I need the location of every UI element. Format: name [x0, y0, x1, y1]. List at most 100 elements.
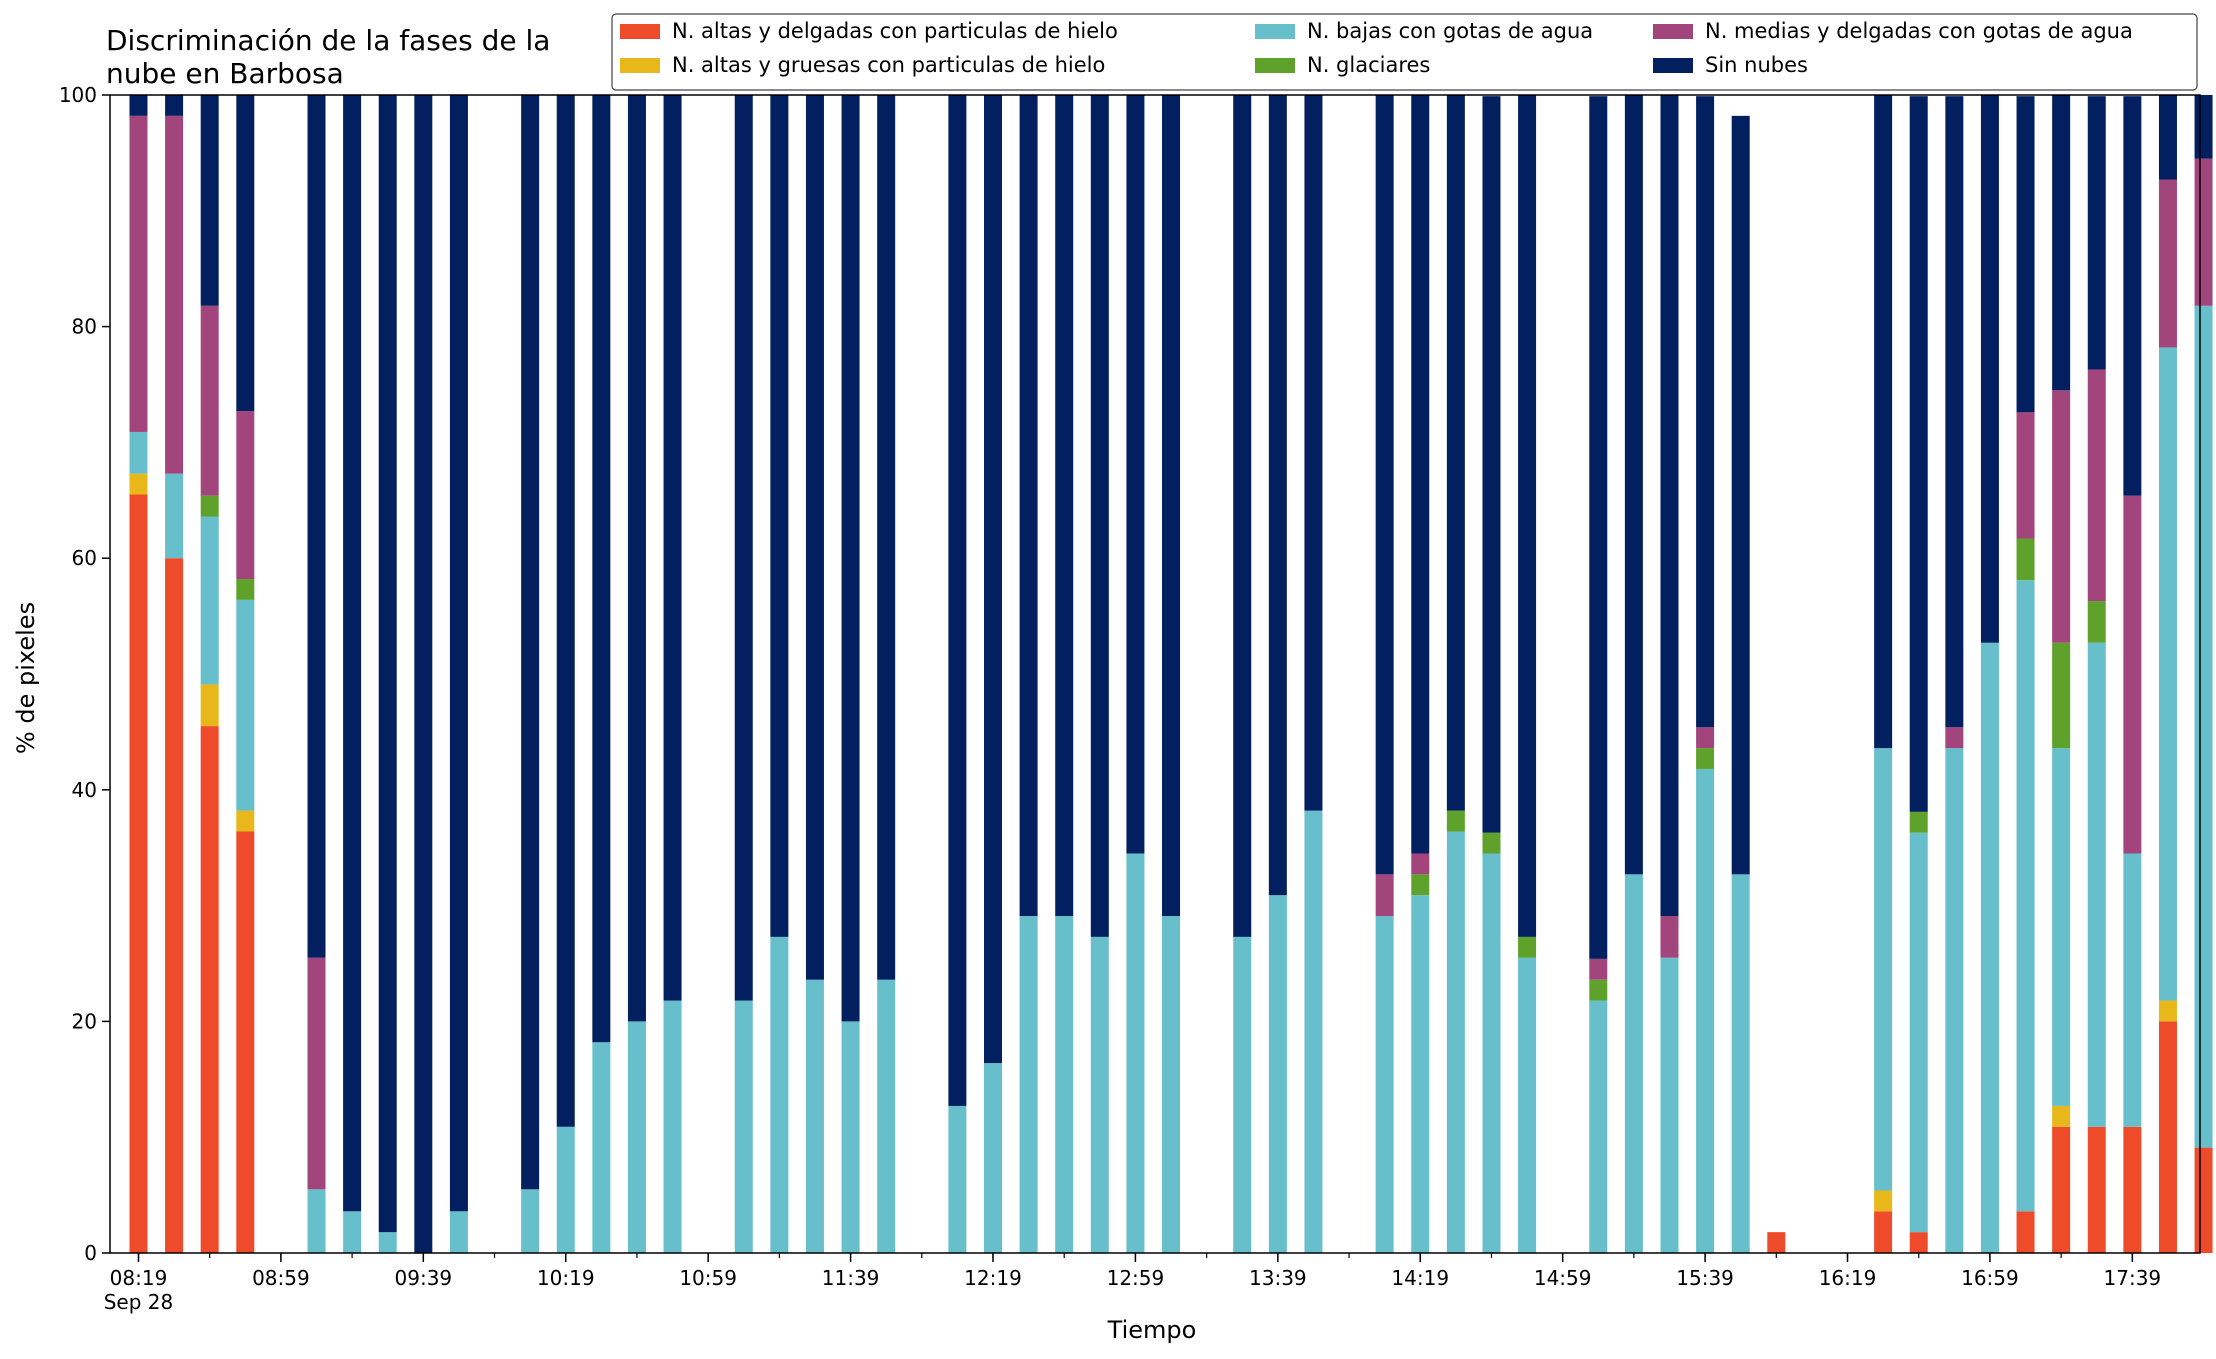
bar-segment-series-2-bar-55 — [2087, 642, 2106, 1127]
bar-segment-series-2-bar-45 — [1731, 874, 1750, 1253]
bar-segment-series-5-bar-7 — [378, 95, 397, 1233]
bar-segment-series-2-bar-17 — [734, 1000, 753, 1253]
bar-segment-series-2-bar-18 — [770, 936, 789, 1253]
bar-segment-series-3-bar-36 — [1411, 874, 1430, 896]
bar-segment-series-5-bar-17 — [734, 95, 753, 1001]
bar-segment-series-2-bar-20 — [841, 1021, 860, 1253]
bar-segment-series-4-bar-35 — [1375, 874, 1394, 917]
bar-segment-series-4-bar-58 — [2194, 158, 2213, 306]
bar-segment-series-5-bar-50 — [1909, 96, 1928, 812]
bar-segment-series-4-bar-43 — [1660, 916, 1679, 958]
bar-segment-series-2-bar-51 — [1945, 748, 1964, 1253]
bar-segment-series-2-bar-50 — [1909, 832, 1928, 1233]
x-tick-label: 11:39 — [822, 1266, 880, 1290]
x-tick-label: 12:59 — [1107, 1266, 1165, 1290]
bar-segment-series-0-bar-3 — [236, 831, 255, 1253]
bar-segment-series-2-bar-53 — [2016, 580, 2035, 1212]
bar-segment-series-5-bar-5 — [307, 95, 326, 958]
legend-swatch-2 — [1255, 24, 1295, 39]
bar-segment-series-5-bar-45 — [1731, 115, 1750, 875]
bar-segment-series-2-bar-49 — [1874, 748, 1893, 1191]
bar-segment-series-2-bar-56 — [2123, 853, 2142, 1127]
bar-segment-series-4-bar-41 — [1589, 958, 1608, 980]
bar-segment-series-2-bar-33 — [1304, 810, 1323, 1253]
bar-segment-series-4-bar-36 — [1411, 853, 1430, 875]
bar-segment-series-5-bar-55 — [2087, 96, 2106, 370]
x-tick-label: 10:59 — [679, 1266, 737, 1290]
bar-segment-series-3-bar-3 — [236, 579, 255, 600]
bar-segment-series-2-bar-27 — [1090, 936, 1109, 1253]
bar-segment-series-0-bar-57 — [2158, 1021, 2177, 1253]
bar-segment-series-2-bar-26 — [1055, 916, 1074, 1253]
plot-frame — [109, 94, 2201, 1254]
bar-segment-series-5-bar-23 — [948, 95, 967, 1106]
bar-segment-series-5-bar-18 — [770, 95, 789, 937]
x-tick-label: 16:59 — [1961, 1266, 2019, 1290]
bar-segment-series-3-bar-37 — [1446, 810, 1465, 832]
bar-segment-series-5-bar-33 — [1304, 95, 1323, 811]
bar-segment-series-5-bar-57 — [2158, 95, 2177, 180]
bar-segment-series-3-bar-39 — [1518, 936, 1537, 958]
bar-segment-series-5-bar-20 — [841, 95, 860, 1022]
bar-segment-series-0-bar-1 — [165, 558, 184, 1253]
bar-segment-series-4-bar-57 — [2158, 179, 2177, 348]
bar-segment-series-2-bar-28 — [1126, 853, 1145, 1253]
bar-segment-series-5-bar-56 — [2123, 96, 2142, 496]
bar-segment-series-5-bar-26 — [1055, 95, 1074, 917]
bar-segment-series-1-bar-0 — [129, 473, 148, 495]
y-tick-label: 0 — [84, 1241, 97, 1265]
bar-segment-series-5-bar-31 — [1233, 95, 1252, 937]
bar-segment-series-4-bar-55 — [2087, 369, 2106, 602]
bar-segment-series-2-bar-2 — [200, 516, 219, 685]
bar-segment-series-2-bar-39 — [1518, 957, 1537, 1253]
bar-segment-series-5-bar-2 — [200, 95, 219, 306]
bar-segment-series-2-bar-9 — [449, 1211, 468, 1253]
bar-segment-series-5-bar-8 — [414, 95, 433, 1253]
bar-segment-series-2-bar-11 — [521, 1189, 540, 1253]
bar-segment-series-0-bar-58 — [2194, 1147, 2213, 1253]
bar-segment-series-5-bar-13 — [592, 95, 611, 1043]
bar-segment-series-4-bar-53 — [2016, 412, 2035, 539]
bar-segment-series-1-bar-49 — [1874, 1190, 1893, 1212]
y-tick-label: 60 — [72, 546, 97, 570]
bar-segment-series-5-bar-37 — [1446, 95, 1465, 811]
legend-frame — [611, 13, 2198, 91]
bar-segment-series-2-bar-1 — [165, 473, 184, 559]
bar-segment-series-4-bar-2 — [200, 305, 219, 496]
bar-segment-series-0-bar-49 — [1874, 1211, 1893, 1253]
bar-segment-series-2-bar-25 — [1019, 916, 1038, 1253]
bar-segment-series-2-bar-23 — [948, 1105, 967, 1253]
legend-label-3: N. glaciares — [1307, 53, 1430, 77]
bar-segment-series-2-bar-32 — [1268, 895, 1287, 1253]
legend-label-1: N. altas y gruesas con particulas de hie… — [672, 53, 1105, 77]
bar-segment-series-5-bar-36 — [1411, 95, 1430, 854]
bar-segment-series-3-bar-38 — [1482, 832, 1501, 854]
bar-segment-series-5-bar-3 — [236, 95, 255, 412]
bar-segment-series-3-bar-55 — [2087, 601, 2106, 643]
legend: N. altas y delgadas con particulas de hi… — [611, 13, 2198, 91]
bar-segment-series-0-bar-55 — [2087, 1126, 2106, 1253]
bar-segment-series-2-bar-12 — [556, 1126, 575, 1253]
legend-label-4: N. medias y delgadas con gotas de agua — [1705, 19, 2133, 43]
x-tick-label: 09:39 — [395, 1266, 453, 1290]
x-tick-label: 13:39 — [1249, 1266, 1307, 1290]
bar-segment-series-2-bar-37 — [1446, 831, 1465, 1253]
bar-segment-series-5-bar-39 — [1518, 95, 1537, 937]
bar-segment-series-2-bar-21 — [877, 979, 896, 1253]
bar-segment-series-2-bar-7 — [378, 1232, 397, 1253]
bar-segment-series-4-bar-3 — [236, 411, 255, 580]
bar-segment-series-2-bar-36 — [1411, 895, 1430, 1253]
bar-segment-series-2-bar-29 — [1162, 916, 1181, 1253]
bar-segment-series-5-bar-27 — [1090, 95, 1109, 937]
x-axis-label: Tiempo — [1107, 1316, 1197, 1344]
bar-segment-series-1-bar-3 — [236, 810, 255, 832]
bar-segment-series-5-bar-44 — [1696, 96, 1715, 728]
legend-swatch-3 — [1255, 58, 1295, 73]
bar-segment-series-4-bar-51 — [1945, 727, 1964, 749]
bar-segment-series-5-bar-32 — [1268, 95, 1287, 896]
bar-segment-series-2-bar-3 — [236, 599, 255, 811]
bar-segment-series-3-bar-2 — [200, 495, 219, 517]
bar-segment-series-2-bar-52 — [1980, 642, 1999, 1253]
y-axis-label: % de pixeles — [12, 602, 40, 754]
